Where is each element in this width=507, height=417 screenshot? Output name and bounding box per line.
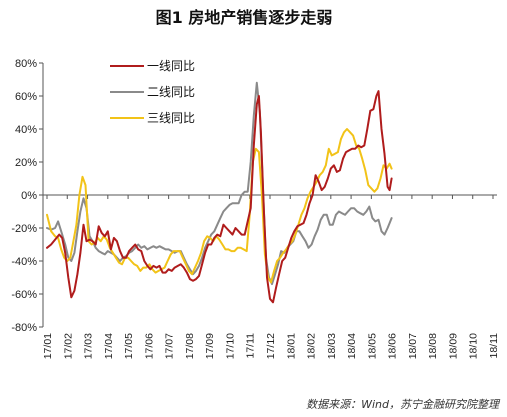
series-line-2 bbox=[46, 81, 393, 286]
series-line-1 bbox=[46, 90, 393, 304]
y-tick-label: 0% bbox=[21, 190, 37, 202]
x-tick-label: 18/07 bbox=[407, 333, 419, 359]
series-group bbox=[46, 81, 393, 304]
y-tick-label: 20% bbox=[15, 157, 37, 169]
x-tick-label: 18/08 bbox=[427, 333, 439, 359]
x-tick-label: 17/01 bbox=[42, 333, 54, 359]
x-tick-label: 18/11 bbox=[488, 333, 500, 359]
x-tick-label: 18/03 bbox=[326, 333, 338, 359]
x-tick-label: 17/05 bbox=[123, 333, 135, 359]
source-note: 数据来源：Wind，苏宁金融研究院整理 bbox=[306, 398, 501, 411]
chart-title: 图1 房地产销售逐步走弱 bbox=[156, 8, 333, 27]
x-tick-label: 17/04 bbox=[103, 333, 115, 359]
x-tick-label: 17/09 bbox=[204, 333, 216, 359]
legend-label-1: 一线同比 bbox=[147, 59, 195, 73]
legend-label-2: 二线同比 bbox=[147, 85, 195, 99]
y-tick-label: 40% bbox=[15, 124, 37, 136]
x-tick-label: 17/10 bbox=[224, 333, 236, 359]
x-tick-label: 18/02 bbox=[306, 333, 318, 359]
x-tick-label: 17/12 bbox=[265, 333, 277, 359]
x-tick-label: 17/06 bbox=[143, 333, 155, 359]
series-line-3 bbox=[46, 128, 393, 284]
x-tick-label: 18/04 bbox=[346, 333, 358, 359]
y-tick-label: -80% bbox=[11, 322, 37, 334]
x-tick-label: 17/07 bbox=[164, 333, 176, 359]
x-tick-label: 18/09 bbox=[447, 333, 459, 359]
x-tick-label: 17/02 bbox=[62, 333, 74, 359]
legend-label-3: 三线同比 bbox=[147, 111, 195, 125]
y-tick-label: -60% bbox=[11, 289, 37, 301]
x-tick-label: 17/08 bbox=[184, 333, 196, 359]
y-tick-label: 60% bbox=[15, 91, 37, 103]
y-tick-label: -20% bbox=[11, 223, 37, 235]
x-tick-label: 18/10 bbox=[468, 333, 480, 359]
x-tick-label: 18/01 bbox=[285, 333, 297, 359]
x-axis: 17/01 17/02 17/03 17/04 17/05 17/06 17/07 17/08… bbox=[42, 194, 500, 359]
y-tick-label: 80% bbox=[15, 58, 37, 70]
x-tick-label: 17/11 bbox=[245, 333, 257, 359]
x-tick-label: 18/05 bbox=[366, 333, 378, 359]
y-tick-label: -40% bbox=[11, 256, 37, 268]
y-axis: 80% 60% 40% 20% 0% -20% -40% -60% -80% bbox=[11, 58, 44, 334]
x-tick-label: 18/06 bbox=[387, 333, 399, 359]
x-tick-label: 17/03 bbox=[83, 333, 95, 359]
